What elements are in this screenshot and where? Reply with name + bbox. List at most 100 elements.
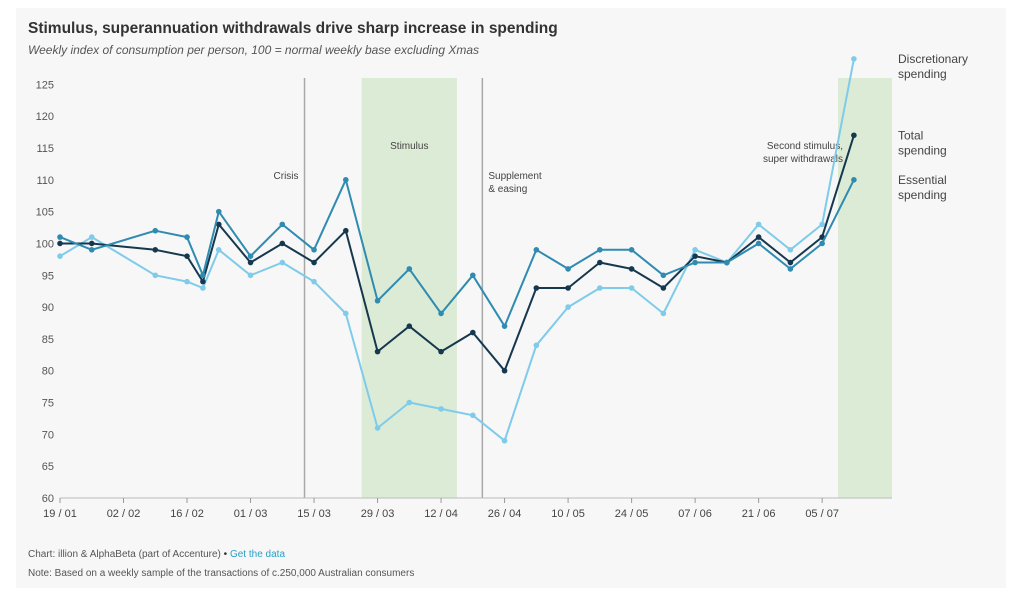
- data-point-discretionary: [533, 342, 540, 349]
- data-point-essential: [200, 272, 206, 279]
- series-label-total: Total spending: [898, 128, 947, 157]
- data-point-discretionary: [787, 247, 794, 253]
- data-point-essential: [152, 227, 159, 234]
- x-tick-label: 01 / 03: [234, 508, 268, 520]
- data-point-essential: [755, 240, 762, 247]
- note-text: Note: Based on a weekly sample of the tr…: [28, 568, 415, 579]
- data-point-discretionary: [755, 221, 762, 228]
- data-point-discretionary: [819, 221, 825, 228]
- get-the-data-link[interactable]: Get the data: [229, 549, 286, 560]
- annotation-supplement: Supplement & easing: [488, 171, 542, 195]
- annotation-crisis: Crisis: [274, 171, 299, 182]
- data-point-total: [279, 240, 286, 247]
- data-point-essential: [787, 266, 794, 272]
- data-point-discretionary: [470, 412, 476, 419]
- x-tick-label: 19 / 01: [43, 508, 77, 520]
- annotation-stimulus: Stimulus: [390, 141, 428, 152]
- line-chart: 60 65 70 75 80 85 90 95 100 105 110 115 120 125 19 / 0…: [36, 52, 968, 520]
- data-point-discretionary: [438, 406, 444, 412]
- x-tick-label: 07 / 06: [678, 508, 712, 520]
- data-point-total: [247, 259, 254, 266]
- y-tick-label: 70: [42, 429, 54, 441]
- series-label-discretionary: Discretionary spending: [898, 52, 968, 81]
- data-point-essential: [247, 253, 254, 259]
- data-point-discretionary: [152, 272, 159, 279]
- data-point-total: [787, 259, 794, 266]
- data-point-essential: [279, 221, 286, 228]
- data-point-total: [438, 348, 444, 355]
- chart-subtitle: Weekly index of consumption per person, …: [28, 43, 480, 57]
- data-point-essential: [406, 266, 413, 272]
- data-point-discretionary: [628, 285, 635, 291]
- data-point-discretionary: [200, 285, 206, 291]
- y-tick-label: 120: [36, 111, 54, 123]
- data-point-total: [597, 259, 603, 266]
- data-point-discretionary: [851, 56, 857, 62]
- y-tick-label: 85: [42, 334, 54, 346]
- x-tick-label: 29 / 03: [361, 508, 395, 520]
- data-point-total: [565, 285, 571, 291]
- data-point-total: [755, 234, 762, 240]
- series-line-essential: [59, 178, 855, 328]
- data-point-discretionary: [57, 253, 63, 259]
- data-point-total: [200, 278, 206, 285]
- data-point-essential: [184, 234, 190, 240]
- y-tick-label: 100: [36, 238, 54, 250]
- y-tick-label: 105: [36, 207, 54, 219]
- series-labels: Discretionary spending Total spending Essent…: [898, 52, 968, 202]
- data-point-essential: [57, 234, 63, 240]
- y-tick-label: 65: [42, 461, 54, 473]
- data-point-total: [501, 367, 508, 374]
- x-tick-label: 26 / 04: [488, 508, 522, 520]
- data-point-discretionary: [247, 272, 254, 279]
- data-point-essential: [311, 247, 317, 253]
- data-point-total: [533, 285, 540, 291]
- data-point-discretionary: [343, 310, 349, 317]
- axes: 60 65 70 75 80 85 90 95 100 105 110 115 120 125 19 / 0…: [36, 79, 892, 520]
- series-line-discretionary: [59, 58, 855, 442]
- annotations: Crisis Stimulus Supplement & easing Second s…: [274, 141, 843, 195]
- separator: •: [223, 549, 228, 560]
- x-tick-label: 16 / 02: [170, 508, 204, 520]
- y-tick-label: 95: [42, 270, 54, 282]
- data-point-total: [374, 348, 381, 355]
- data-point-total: [215, 221, 222, 228]
- data-point-essential: [501, 323, 508, 329]
- data-point-total: [343, 227, 349, 234]
- series-line-total: [60, 135, 855, 372]
- source-text: Chart: illion & AlphaBeta (part of Accen…: [28, 549, 221, 560]
- y-tick-label: 90: [42, 302, 54, 314]
- data-point-total: [628, 266, 635, 272]
- chart-title: Stimulus, superannuation withdrawals dri…: [28, 20, 558, 37]
- data-point-essential: [343, 177, 349, 183]
- data-point-total: [851, 132, 857, 139]
- data-point-total: [660, 285, 667, 291]
- chart-footer: Chart: illion & AlphaBeta (part of Accen…: [28, 545, 414, 583]
- x-tick-label: 24 / 05: [615, 508, 649, 520]
- data-point-essential: [533, 247, 540, 253]
- data-point-total: [57, 240, 63, 247]
- data-point-discretionary: [311, 278, 317, 285]
- y-tick-label: 75: [42, 398, 54, 410]
- data-point-discretionary: [660, 310, 667, 317]
- series-label-essential: Essential spending: [898, 173, 947, 202]
- data-point-discretionary: [406, 399, 413, 406]
- data-point-essential: [660, 272, 667, 279]
- data-point-essential: [88, 247, 95, 253]
- chart-card: Stimulus, superannuation withdrawals dri…: [16, 8, 1006, 588]
- data-point-essential: [819, 240, 825, 247]
- data-point-essential: [438, 310, 444, 317]
- y-tick-label: 125: [36, 79, 54, 91]
- x-tick-label: 15 / 03: [297, 508, 331, 520]
- data-point-discretionary: [279, 259, 286, 266]
- data-point-discretionary: [597, 285, 603, 291]
- data-point-total: [692, 253, 698, 259]
- data-point-essential: [628, 247, 635, 253]
- y-tick-label: 110: [36, 175, 54, 187]
- data-point-total: [152, 247, 159, 253]
- data-point-discretionary: [184, 278, 190, 285]
- data-point-essential: [724, 259, 730, 266]
- data-point-essential: [565, 266, 571, 272]
- event-lines: [303, 78, 484, 498]
- annotation-second-stimulus: Second stimulus, super withdrawals: [763, 141, 843, 165]
